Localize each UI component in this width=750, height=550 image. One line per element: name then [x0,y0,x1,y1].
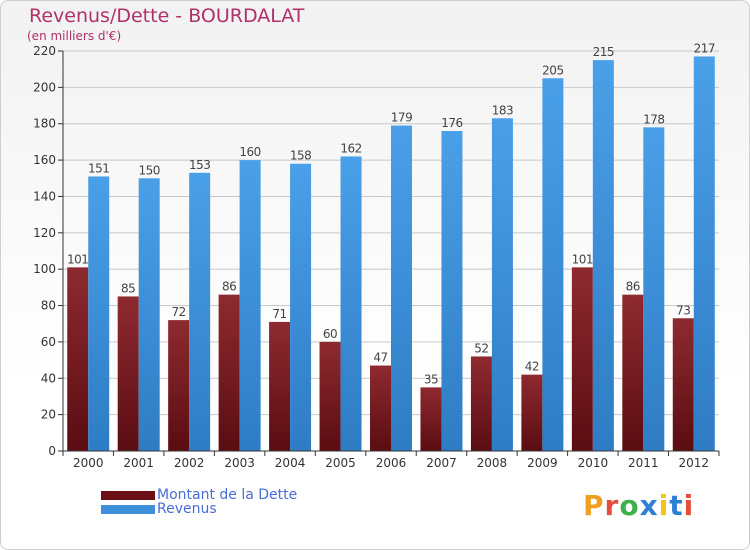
logo-letter: t [669,489,684,522]
logo-letter: x [639,489,659,522]
legend-swatch-dette [101,490,155,500]
y-tick-label: 100 [33,262,56,276]
x-tick-label: 2012 [678,456,709,470]
bar-dette-2002 [168,320,190,451]
x-tick-label: 2004 [275,456,306,470]
y-tick-label: 160 [33,153,56,167]
data-label-revenus: 160 [239,145,260,159]
bars [67,56,715,452]
y-tick-label: 200 [33,80,56,94]
y-tick-label: 220 [33,44,56,58]
bar-revenus-2009 [542,78,564,451]
x-tick-label: 2001 [123,456,154,470]
proxiti-logo: Proxiti [583,489,694,522]
bar-revenus-2011 [643,127,665,451]
x-tick-label: 2005 [325,456,356,470]
data-label-revenus: 162 [340,141,361,155]
x-tick-label: 2007 [426,456,457,470]
y-tick-label: 60 [41,335,56,349]
bar-revenus-2010 [592,60,614,451]
data-label-dette: 42 [525,360,539,374]
data-label-dette: 35 [424,372,438,386]
bar-revenus-2000 [88,176,110,452]
data-label-revenus: 153 [189,158,210,172]
y-tick-label: 120 [33,226,56,240]
data-label-revenus: 158 [290,149,311,163]
data-label-revenus: 205 [542,63,563,77]
data-label-revenus: 151 [88,161,109,175]
legend-item-revenus: Revenus [101,501,217,517]
data-label-revenus: 183 [492,103,513,117]
y-tick-label: 20 [41,408,56,422]
data-label-dette: 86 [626,280,640,294]
bar-revenus-2005 [340,156,362,452]
legend-label-dette: Montant de la Dette [157,487,298,503]
x-tick-label: 2009 [527,456,558,470]
bar-revenus-2006 [391,125,412,451]
data-label-revenus: 217 [694,41,715,55]
logo-letter: i [683,489,695,522]
data-label-dette: 52 [474,341,488,355]
bar-revenus-2002 [189,172,211,451]
x-tick-label: 2008 [477,456,508,470]
axes: 0 20 40 60 80 100 120 140 160 180 200 220 2000 2001 20… [33,44,720,470]
data-label-dette: 47 [373,351,387,365]
bar-revenus-2003 [239,160,261,451]
x-tick-label: 2002 [174,456,205,470]
legend-item-dette: Montant de la Dette [101,487,298,503]
x-tick-label: 2003 [224,456,255,470]
bar-revenus-2007 [441,131,463,451]
data-label-dette: 101 [572,252,593,266]
logo-letter: r [604,489,620,522]
y-tick-label: 80 [41,299,56,313]
x-tick-label: 2006 [376,456,407,470]
bar-dette-2007 [420,387,442,451]
bar-revenus-2008 [491,118,513,451]
y-tick-label: 180 [33,117,56,131]
bar-dette-2008 [470,356,492,451]
bar-dette-2012 [672,318,694,451]
chart-subtitle: (en milliers d'€) [27,29,122,43]
bar-dette-2011 [622,294,644,451]
data-label-dette: 71 [272,307,286,321]
y-tick-label: 140 [33,189,56,203]
y-tick-label: 0 [48,444,56,458]
bar-revenus-2001 [138,178,160,452]
bar-revenus-2012 [693,56,715,452]
bar-dette-2004 [269,321,291,451]
data-label-dette: 85 [121,281,135,295]
bar-dette-2010 [571,267,593,451]
data-label-revenus: 150 [138,163,159,177]
bar-dette-2005 [319,341,341,451]
data-label-revenus: 176 [441,116,462,130]
bar-revenus-2004 [290,163,312,451]
bar-dette-2003 [218,294,240,451]
x-tick-label: 2000 [73,456,104,470]
bar-dette-2006 [370,365,391,451]
x-tick-label: 2010 [578,456,609,470]
logo-letter: i [658,489,670,522]
data-label-revenus: 179 [391,111,412,125]
legend-swatch-revenus [101,504,155,514]
x-tick-label: 2011 [628,456,659,470]
bar-dette-2000 [67,267,89,451]
legend-label-revenus: Revenus [157,501,217,517]
logo-letter: o [619,489,640,522]
data-label-dette: 72 [172,305,186,319]
bar-dette-2001 [117,296,139,451]
data-label-revenus: 215 [593,45,614,59]
data-labels: 101 151 85 150 72 153 86 160 71 158 60 162 47 179 35 17… [67,41,715,386]
data-label-dette: 101 [67,252,88,266]
y-tick-label: 40 [41,371,56,385]
data-label-revenus: 178 [643,112,664,126]
data-label-dette: 73 [676,303,690,317]
chart-title: Revenus/Dette - BOURDALAT [29,5,305,27]
data-label-dette: 86 [222,280,236,294]
logo-letter: P [583,489,605,522]
bar-dette-2009 [521,374,543,451]
data-label-dette: 60 [323,327,337,341]
